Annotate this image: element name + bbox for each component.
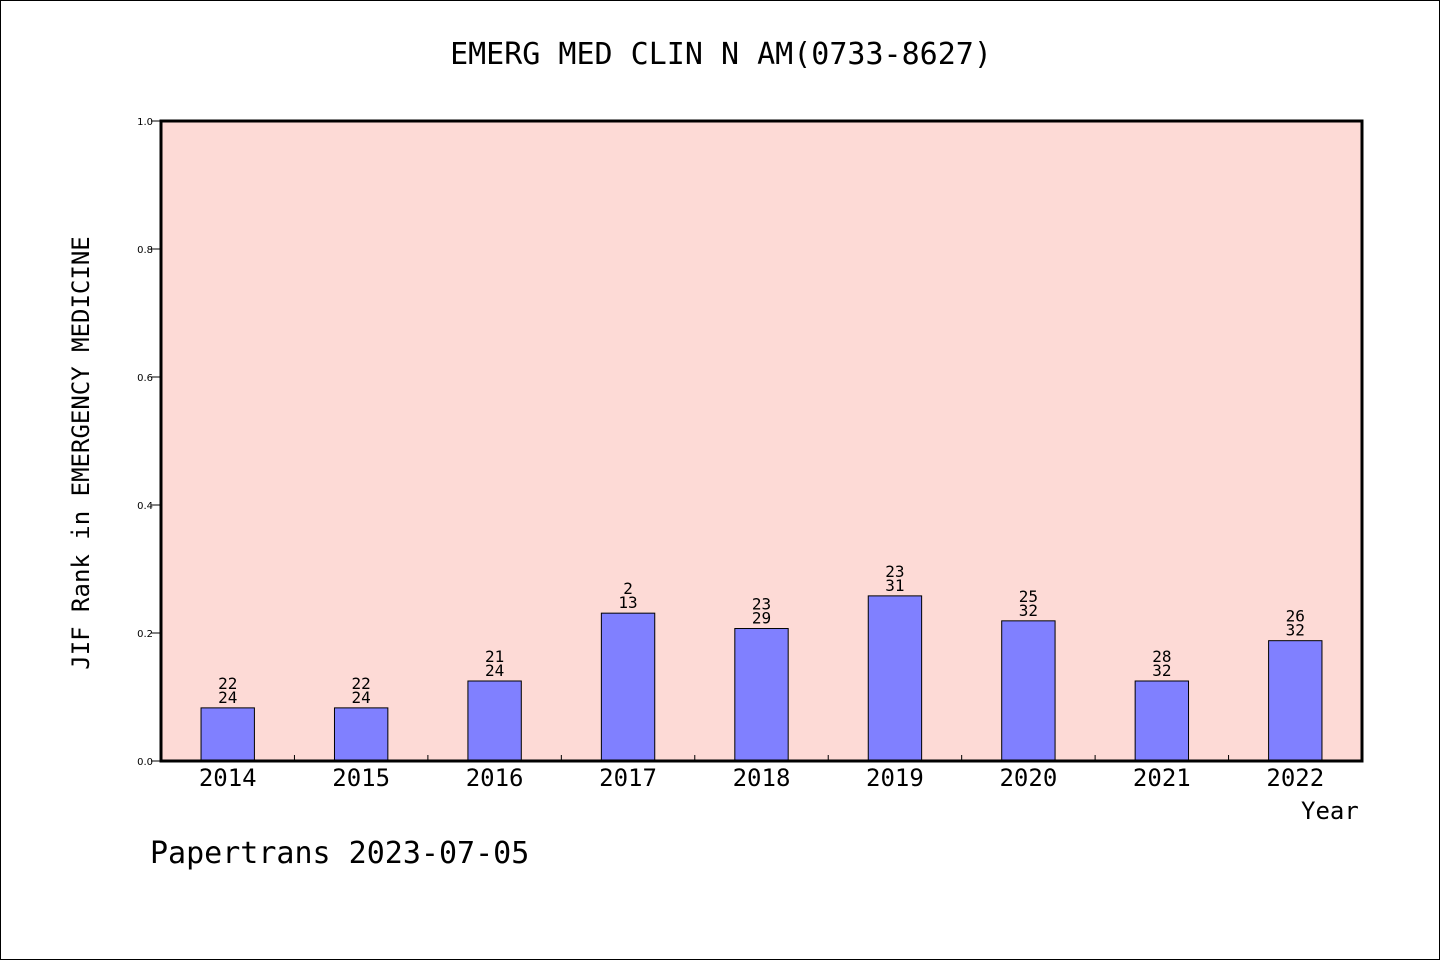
bar [200,707,255,762]
data-label-total: 29 [752,609,771,628]
data-label-total: 24 [485,661,504,680]
data-label-rank: 22 [218,674,237,693]
chart-title: EMERG MED CLIN N AM(0733-8627) [450,37,992,72]
data-label-total: 31 [885,576,904,595]
data-label-rank: 23 [752,595,771,614]
x-tick-label: 2020 [999,764,1057,792]
y-tick-label: 1.0 [137,117,153,128]
data-label-rank: 28 [1152,647,1171,666]
data-label-total: 13 [618,593,637,612]
y-tick-label: 0.0 [137,757,153,768]
bar [467,680,522,762]
data-label-rank: 26 [1286,607,1305,626]
bar [867,595,923,762]
data-label-total: 32 [1152,661,1171,680]
x-tick-label: 2015 [332,764,390,792]
y-tick-label: 0.6 [137,373,153,384]
data-label-rank: 2 [623,579,633,598]
bar [333,707,389,762]
x-tick-label: 2016 [466,764,524,792]
x-tick-label: 2018 [733,764,791,792]
plot-frame [159,119,1364,763]
data-label-total: 32 [1286,621,1305,640]
data-label-rank: 25 [1019,587,1038,606]
data-label-rank: 21 [485,647,504,666]
bar [1134,680,1190,762]
x-tick-label: 2014 [199,764,257,792]
data-label-rank: 23 [885,562,904,581]
y-tick-label: 0.8 [137,245,153,256]
data-label-rank: 22 [352,674,371,693]
data-label-total: 24 [352,688,371,707]
x-tick-label: 2017 [599,764,657,792]
y-tick-label: 0.2 [137,629,153,640]
bar [734,628,789,762]
y-tick-label: 0.4 [137,501,153,512]
bar [1268,640,1323,762]
data-label-total: 24 [218,688,237,707]
bar [1001,620,1056,762]
footer-credit: Papertrans 2023-07-05 [150,836,530,871]
x-tick-label: 2021 [1133,764,1191,792]
x-tick-label: 2019 [866,764,924,792]
x-tick-label: 2022 [1266,764,1324,792]
x-axis-label: Year [1301,797,1359,825]
data-label-total: 32 [1019,601,1038,620]
bar [600,612,656,762]
